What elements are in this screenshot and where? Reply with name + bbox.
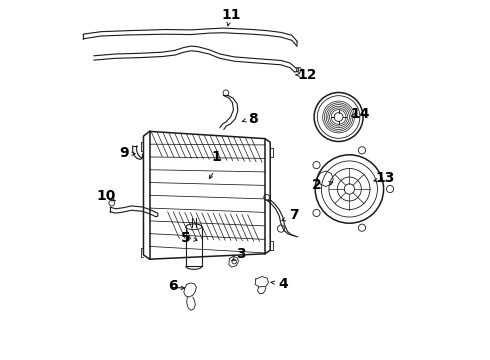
Text: 12: 12 — [297, 68, 317, 82]
Text: 5: 5 — [181, 231, 191, 244]
Text: 13: 13 — [375, 171, 394, 185]
Text: 1: 1 — [211, 150, 221, 163]
Text: 9: 9 — [120, 146, 129, 160]
Text: 2: 2 — [312, 179, 322, 192]
Text: 11: 11 — [221, 8, 241, 22]
Text: 10: 10 — [97, 189, 116, 203]
Text: 3: 3 — [237, 247, 246, 261]
Text: 6: 6 — [168, 279, 178, 293]
Text: 14: 14 — [350, 108, 370, 121]
Text: 8: 8 — [248, 112, 258, 126]
Text: 7: 7 — [289, 208, 298, 222]
Text: 4: 4 — [278, 278, 288, 291]
